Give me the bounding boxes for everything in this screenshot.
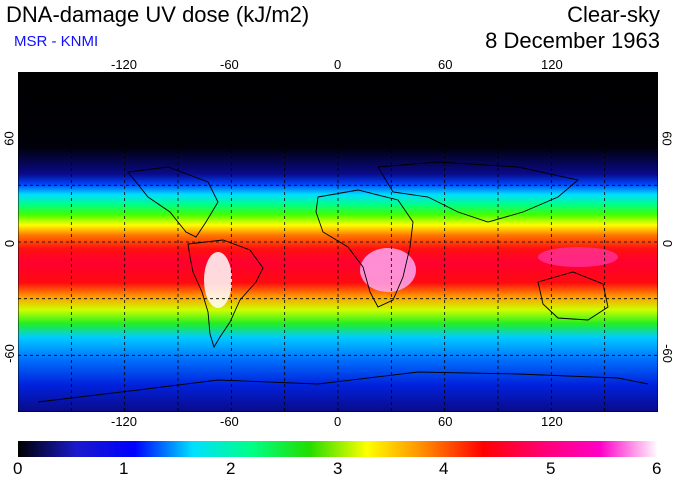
colorbar-label-1: 1 [119, 459, 129, 478]
date-label: 8 December 1963 [485, 28, 660, 53]
lat-tick-right-minus60: -60 [659, 344, 675, 363]
south-america-high-dose-spot [204, 252, 232, 308]
colorbar [18, 441, 658, 457]
lon-tick-top-60: 60 [438, 57, 453, 72]
lon-tick-bottom-minus60: -60 [220, 414, 239, 429]
south-america-outline [187, 239, 264, 349]
colorbar-label-6: 6 [652, 459, 662, 478]
colorbar-gradient [18, 441, 658, 457]
colorbar-label-0: 0 [13, 459, 23, 478]
graticule [18, 72, 658, 412]
lon-tick-top-0: 0 [334, 57, 342, 72]
eurasia-outline [377, 161, 579, 223]
lon-tick-top-120: 120 [541, 57, 563, 72]
antarctica-outline [37, 371, 649, 403]
uv-dose-world-map [18, 72, 658, 412]
australia-outline [537, 271, 609, 321]
lat-tick-left-minus60: -60 [1, 344, 17, 363]
oceania-high-dose-band [538, 247, 618, 267]
sky-condition-label: Clear-sky [567, 2, 660, 27]
lon-tick-bottom-60: 60 [438, 414, 453, 429]
colorbar-label-4: 4 [439, 459, 449, 478]
lat-tick-right-60: 60 [659, 131, 675, 146]
lon-tick-top-minus60: -60 [220, 57, 239, 72]
africa-high-dose-spot [360, 248, 416, 292]
lon-tick-bottom-0: 0 [334, 414, 342, 429]
lat-tick-left-60: 60 [1, 131, 17, 146]
lon-tick-bottom-minus120: -120 [111, 414, 138, 429]
colorbar-label-5: 5 [546, 459, 556, 478]
lon-tick-top-minus120: -120 [111, 57, 138, 72]
data-source-label: MSR - KNMI [14, 33, 99, 50]
lat-tick-right-0: 0 [660, 239, 676, 248]
north-america-outline [127, 166, 219, 238]
lat-tick-left-0: 0 [2, 239, 18, 248]
lon-tick-bottom-120: 120 [541, 414, 563, 429]
coastlines [37, 161, 649, 403]
map-title: DNA-damage UV dose (kJ/m2) [6, 2, 310, 27]
africa-outline [315, 189, 414, 308]
colorbar-label-3: 3 [333, 459, 343, 478]
colorbar-label-2: 2 [226, 459, 236, 478]
